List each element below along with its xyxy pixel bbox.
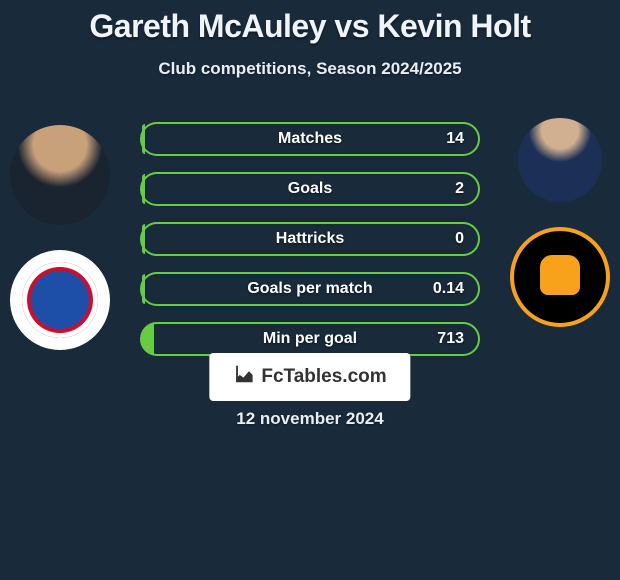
- stat-value: 713: [437, 330, 464, 348]
- stat-label: Matches: [278, 130, 342, 148]
- stat-value: 14: [446, 130, 464, 148]
- chart-icon: [233, 363, 255, 391]
- stat-fill: [142, 174, 145, 204]
- date-text: 12 november 2024: [0, 409, 620, 429]
- stat-bar: Min per goal 713: [140, 322, 480, 356]
- stat-fill: [142, 324, 154, 354]
- right-column: [510, 118, 610, 352]
- stat-value: 0: [455, 230, 464, 248]
- stat-fill: [142, 124, 145, 154]
- stat-bar: Goals 2: [140, 172, 480, 206]
- stats-list: Matches 14 Goals 2 Hattricks 0 Goals per match…: [140, 122, 480, 372]
- stat-label: Min per goal: [263, 330, 357, 348]
- stat-bar: Hattricks 0: [140, 222, 480, 256]
- comparison-card: Gareth McAuley vs Kevin Holt Club compet…: [0, 0, 620, 580]
- stat-label: Hattricks: [276, 230, 344, 248]
- stat-bar: Matches 14: [140, 122, 480, 156]
- player-avatar-right: [518, 118, 602, 202]
- club-badge-left: [10, 250, 110, 350]
- player-avatar-left: [10, 125, 110, 225]
- stat-label: Goals: [288, 180, 332, 198]
- club-badge-right: [510, 227, 610, 327]
- watermark: FcTables.com: [209, 353, 410, 401]
- page-title: Gareth McAuley vs Kevin Holt: [0, 0, 620, 45]
- watermark-text: FcTables.com: [261, 366, 386, 388]
- subtitle: Club competitions, Season 2024/2025: [0, 59, 620, 79]
- stat-fill: [142, 224, 145, 254]
- stat-value: 0.14: [433, 280, 464, 298]
- stat-value: 2: [455, 180, 464, 198]
- stat-fill: [142, 274, 145, 304]
- left-column: [10, 125, 110, 375]
- stat-label: Goals per match: [247, 280, 372, 298]
- stat-bar: Goals per match 0.14: [140, 272, 480, 306]
